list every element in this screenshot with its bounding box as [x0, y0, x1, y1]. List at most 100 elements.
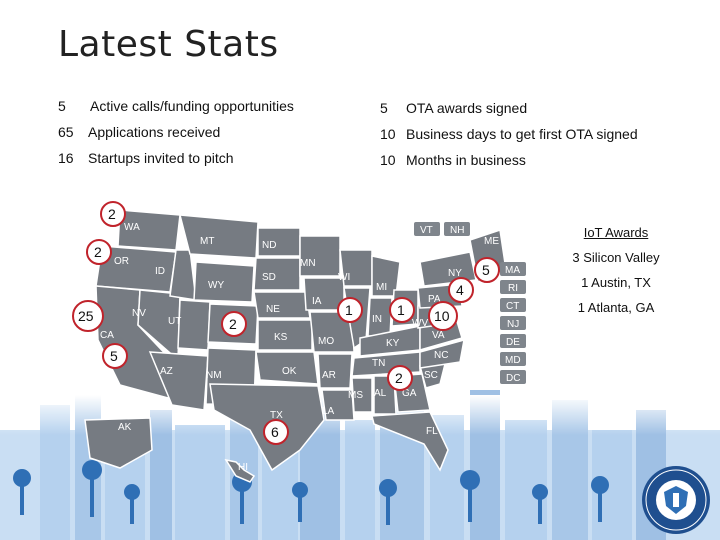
label-ar: AR — [322, 370, 336, 381]
label-hi: HI — [238, 462, 248, 473]
label-ok: OK — [282, 366, 297, 377]
count-marker-oh: 1 — [389, 297, 415, 323]
label-wv: WV — [412, 318, 428, 329]
label-dc: DC — [506, 373, 520, 384]
iot-award-line: 3 Silicon Valley — [572, 250, 660, 265]
label-tx: TX — [270, 410, 283, 421]
iot-awards-heading: IoT Awards — [583, 225, 649, 240]
label-ne: NE — [266, 304, 280, 315]
label-ia: IA — [312, 296, 322, 307]
label-nm: NM — [206, 370, 222, 381]
label-mn: MN — [300, 258, 316, 269]
state-nc — [419, 338, 465, 369]
iot-award-line: 1 Atlanta, GA — [577, 300, 655, 315]
stat-label: Business days to get first OTA signed — [406, 126, 638, 142]
count-marker-co: 2 — [221, 311, 247, 337]
stat-row: 5 Active calls/funding opportunities — [58, 93, 294, 119]
label-ct: CT — [506, 301, 519, 312]
stat-number: 65 — [58, 124, 74, 140]
label-nd: ND — [262, 240, 276, 251]
state-wy — [193, 261, 255, 303]
label-fl: FL — [426, 426, 438, 437]
state-la — [321, 389, 355, 421]
stat-label: Months in business — [406, 152, 526, 168]
state-ut — [177, 299, 211, 351]
count-marker-ca-south: 5 — [102, 343, 128, 369]
stat-number: 10 — [380, 126, 396, 142]
iot-awards-panel: IoT Awards 3 Silicon Valley 1 Austin, TX… — [566, 220, 666, 320]
label-de: DE — [506, 337, 520, 348]
label-ri: RI — [508, 283, 518, 294]
label-mo: MO — [318, 336, 334, 347]
label-la: LA — [322, 406, 335, 417]
label-al: AL — [374, 388, 387, 399]
left-stats: 5 Active calls/funding opportunities 65 Ap… — [58, 93, 294, 171]
label-mt: MT — [200, 236, 214, 247]
label-ny: NY — [448, 268, 462, 279]
count-value: 10 — [434, 308, 450, 324]
label-nh: NH — [450, 225, 464, 236]
stat-label: Applications received — [88, 124, 221, 140]
us-map-svg: WA OR CA NV ID MT WY UT AZ NM ND SD NE K… — [0, 201, 720, 540]
stat-row: 5 OTA awards signed — [380, 95, 638, 121]
state-ak — [84, 417, 153, 469]
label-sd: SD — [262, 272, 276, 283]
ne-tags — [414, 222, 526, 384]
stat-number: 10 — [380, 152, 396, 168]
count-marker-il: 1 — [337, 297, 363, 323]
stat-row: 10 Business days to get first OTA signed — [380, 121, 638, 147]
label-ut: UT — [168, 316, 181, 327]
label-ky: KY — [386, 338, 400, 349]
iot-award-line: 1 Austin, TX — [581, 275, 651, 290]
label-az: AZ — [160, 366, 173, 377]
count-markers: 2 2 25 5 2 6 1 1 2 10 4 5 — [72, 201, 500, 445]
count-value: 2 — [94, 244, 102, 260]
state-ms — [351, 377, 373, 413]
count-marker-or: 2 — [86, 239, 112, 265]
label-nv: NV — [132, 308, 146, 319]
label-in: IN — [372, 314, 382, 325]
label-ga: GA — [402, 388, 417, 399]
label-or: OR — [114, 256, 129, 267]
label-tn: TN — [372, 358, 385, 369]
stat-number: 5 — [380, 100, 388, 116]
count-value: 2 — [395, 370, 403, 386]
stat-row: 65 Applications received — [58, 119, 294, 145]
us-map-figure: WA OR CA NV ID MT WY UT AZ NM ND SD NE K… — [0, 195, 720, 540]
label-ma: MA — [505, 265, 520, 276]
count-marker-ny: 4 — [448, 277, 474, 303]
label-ms: MS — [348, 390, 363, 401]
label-mi: MI — [376, 282, 387, 293]
count-value: 6 — [271, 424, 279, 440]
stat-number: 5 — [58, 98, 66, 114]
state-az — [148, 351, 209, 411]
count-marker-ga: 2 — [387, 365, 413, 391]
count-marker-ca-north: 25 — [72, 300, 104, 332]
state-ks — [257, 319, 313, 351]
us-map — [95, 209, 507, 472]
count-value: 5 — [110, 348, 118, 364]
label-pa: PA — [428, 294, 441, 305]
count-marker-wa: 2 — [100, 201, 126, 227]
label-va: VA — [432, 330, 445, 341]
state-ne — [253, 291, 311, 319]
label-me: ME — [484, 236, 499, 247]
label-ak: AK — [118, 422, 132, 433]
count-value: 2 — [229, 316, 237, 332]
count-value: 2 — [108, 206, 116, 222]
label-md: MD — [505, 355, 521, 366]
stat-row: 16 Startups invited to pitch — [58, 145, 294, 171]
label-wa: WA — [124, 222, 140, 233]
count-marker-me: 5 — [474, 257, 500, 283]
label-ks: KS — [274, 332, 288, 343]
label-vt: VT — [420, 225, 433, 236]
state-mn — [299, 235, 341, 277]
state-labels: WA OR CA NV ID MT WY UT AZ NM ND SD NE K… — [100, 222, 521, 473]
stat-label: OTA awards signed — [406, 100, 528, 116]
label-wy: WY — [208, 280, 224, 291]
count-value: 4 — [456, 282, 464, 298]
state-ar — [317, 353, 353, 389]
stat-number: 16 — [58, 150, 74, 166]
count-marker-tx: 6 — [263, 419, 289, 445]
state-hi — [224, 458, 256, 483]
